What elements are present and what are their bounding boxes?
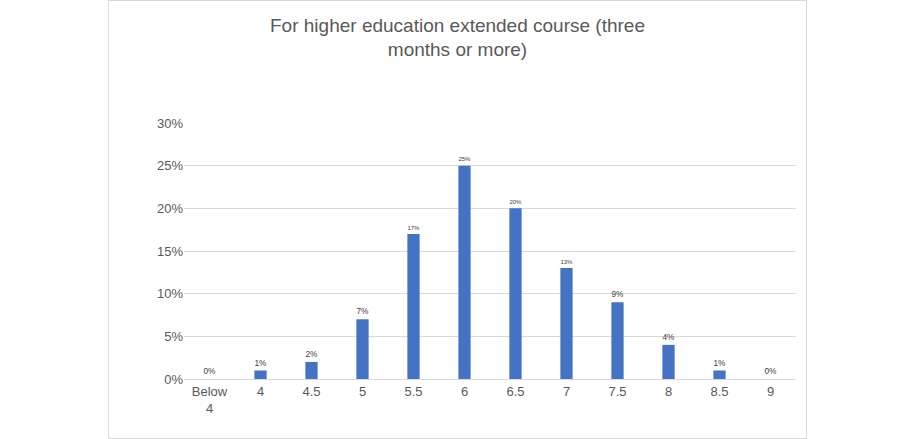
- svg-text:4.5: 4.5: [302, 384, 320, 399]
- svg-text:1%: 1%: [713, 359, 726, 368]
- svg-text:1%: 1%: [254, 359, 267, 368]
- svg-text:25%: 25%: [458, 156, 471, 162]
- svg-text:4: 4: [257, 384, 264, 399]
- svg-text:5%: 5%: [164, 329, 183, 344]
- svg-text:15%: 15%: [157, 244, 183, 259]
- svg-text:8.5: 8.5: [710, 384, 728, 399]
- svg-text:7.5: 7.5: [608, 384, 626, 399]
- svg-text:20%: 20%: [157, 201, 183, 216]
- svg-text:13%: 13%: [560, 259, 573, 265]
- svg-text:7: 7: [563, 384, 570, 399]
- svg-text:6: 6: [461, 384, 468, 399]
- svg-text:Below4: Below4: [192, 384, 228, 416]
- svg-text:25%: 25%: [157, 158, 183, 173]
- svg-text:For higher education extended: For higher education extended course (th…: [270, 15, 645, 61]
- svg-text:0%: 0%: [764, 367, 777, 376]
- svg-text:30%: 30%: [157, 116, 183, 131]
- svg-text:2%: 2%: [305, 350, 318, 359]
- svg-text:5: 5: [359, 384, 366, 399]
- svg-text:9: 9: [767, 384, 774, 399]
- svg-text:17%: 17%: [407, 225, 420, 231]
- svg-text:6.5: 6.5: [506, 384, 524, 399]
- svg-text:5.5: 5.5: [404, 384, 422, 399]
- svg-text:7%: 7%: [356, 307, 369, 316]
- svg-text:0%: 0%: [203, 367, 216, 376]
- svg-text:4%: 4%: [662, 333, 675, 342]
- svg-text:9%: 9%: [611, 290, 624, 299]
- svg-text:10%: 10%: [157, 286, 183, 301]
- svg-text:8: 8: [665, 384, 672, 399]
- svg-text:20%: 20%: [509, 199, 522, 205]
- svg-text:0%: 0%: [164, 372, 183, 387]
